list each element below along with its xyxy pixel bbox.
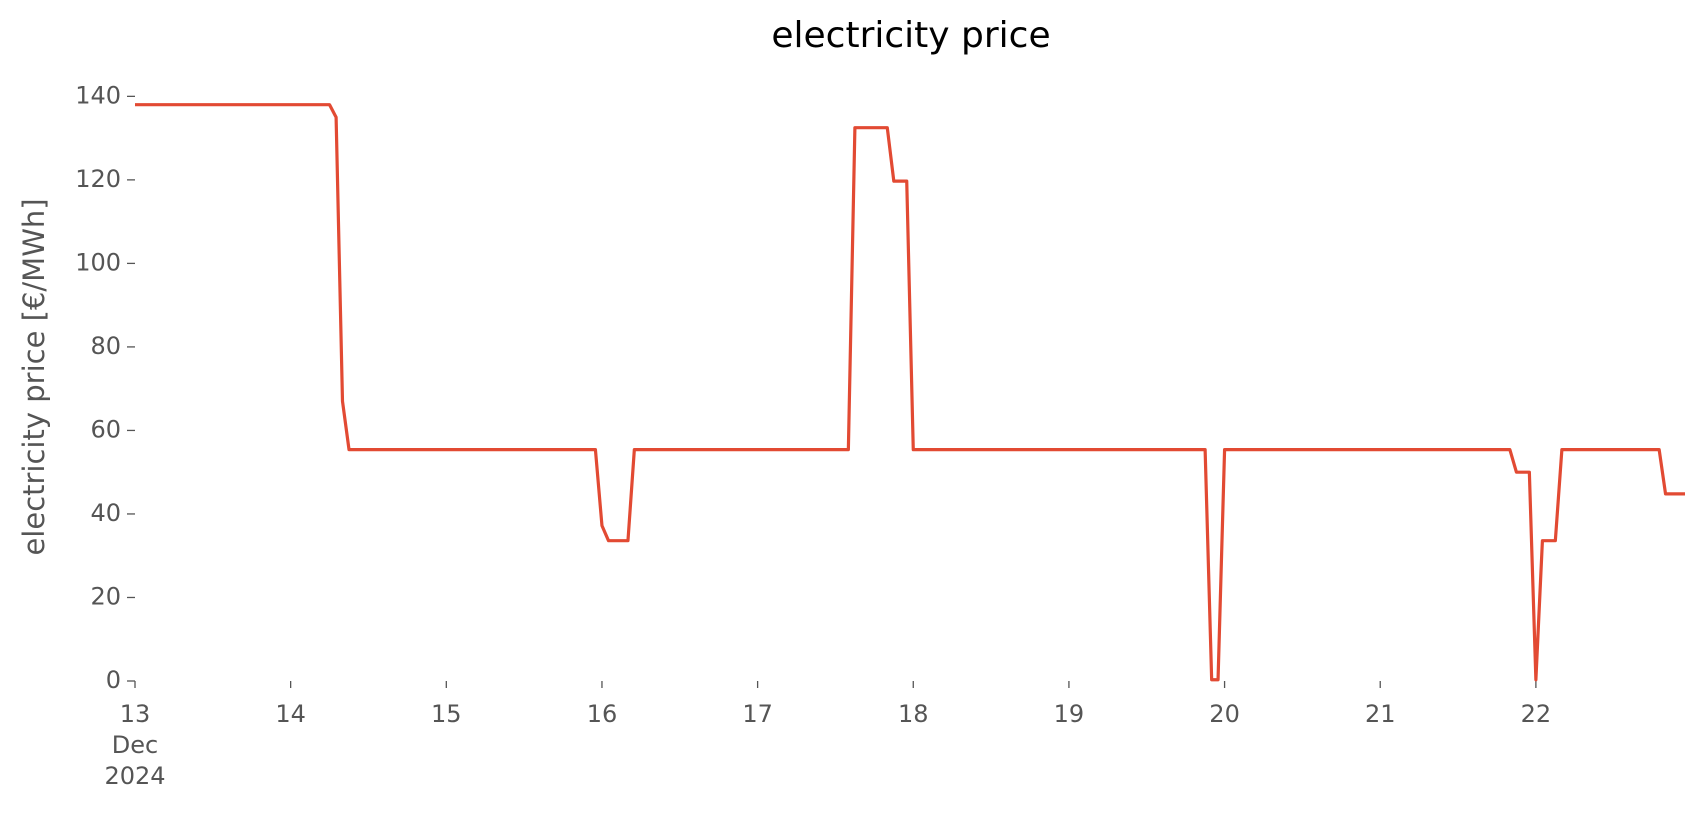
chart-title: electricity price [771, 15, 1050, 56]
y-tick-label: 20 [90, 582, 121, 610]
x-tick-label: 18 [898, 700, 929, 728]
x-tick-label: 20 [1209, 700, 1240, 728]
y-tick-label: 100 [75, 248, 121, 276]
x-tick-label: 13 Dec 2024 [104, 700, 165, 790]
x-tick-label: 15 [431, 700, 462, 728]
y-tick-label: 0 [106, 666, 121, 694]
y-tick-label: 80 [90, 332, 121, 360]
x-tick-label: 14 [275, 700, 306, 728]
x-tick-label: 22 [1521, 700, 1552, 728]
x-tick-label: 17 [742, 700, 773, 728]
y-tick-label: 120 [75, 165, 121, 193]
x-tick-label: 21 [1365, 700, 1396, 728]
y-tick-label: 140 [75, 81, 121, 109]
y-axis-label: electricity price [€/MWh] [17, 198, 51, 555]
price-line [135, 103, 1685, 682]
y-tick-label: 60 [90, 415, 121, 443]
x-tick-label: 16 [587, 700, 618, 728]
y-tick-label: 40 [90, 499, 121, 527]
x-tick-label: 19 [1054, 700, 1085, 728]
